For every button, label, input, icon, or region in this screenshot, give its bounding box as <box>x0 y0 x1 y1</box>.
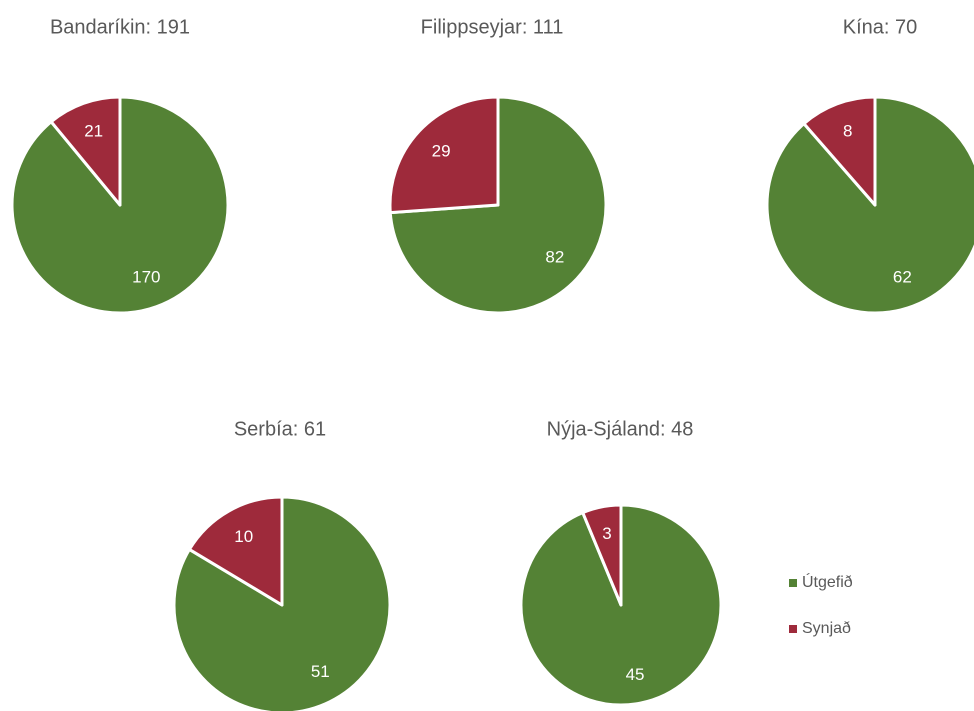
chart-title: Nýja-Sjáland: 48 <box>547 418 694 440</box>
pie-slice <box>581 503 623 607</box>
slice-label: 45 <box>626 665 645 684</box>
pie-slice <box>187 495 284 607</box>
legend-text: Synjað <box>802 620 851 637</box>
pie-slice <box>802 95 877 207</box>
chart-title: Kína: 70 <box>843 16 918 38</box>
chart-title: Bandaríkin: 191 <box>50 16 190 38</box>
chart-title: Serbía: 61 <box>234 418 326 440</box>
legend-swatch <box>789 579 797 587</box>
slice-label: 10 <box>234 527 253 546</box>
pie-slice <box>388 95 500 215</box>
slice-label: 51 <box>311 662 330 681</box>
pie-slice <box>172 495 392 711</box>
slice-label: 29 <box>432 141 451 160</box>
slice-label: 3 <box>602 524 611 543</box>
legend-swatch <box>789 625 797 633</box>
slice-label: 82 <box>545 247 564 266</box>
slice-label: 170 <box>132 268 160 287</box>
slice-label: 21 <box>84 121 103 140</box>
pie-slice <box>765 95 974 315</box>
slice-label: 62 <box>893 267 912 286</box>
legend-text: Útgefið <box>802 572 853 591</box>
pie-slice <box>49 95 122 207</box>
chart-title: Filippseyjar: 111 <box>421 16 564 38</box>
slice-label: 8 <box>843 122 852 141</box>
